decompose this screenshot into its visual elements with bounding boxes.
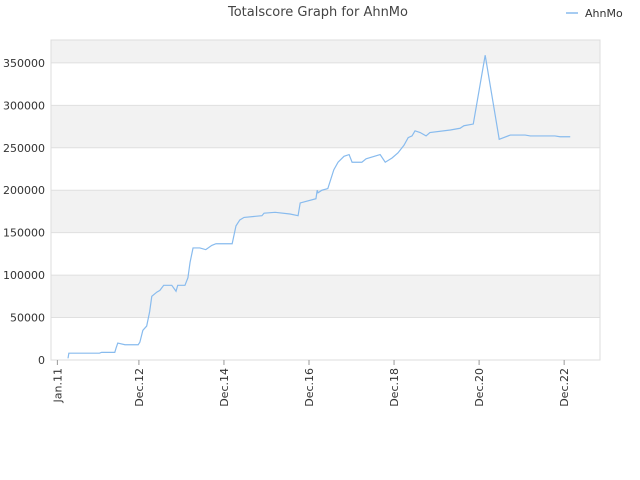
grid-band [51,275,600,318]
grid-band [51,105,600,148]
grid-band [51,40,600,63]
x-tick-label: Jan.11 [51,368,64,403]
data-line [67,55,571,359]
legend-label: AhnMo [585,7,623,20]
x-tick-label: Dec.16 [303,368,316,407]
x-tick-label: Dec.22 [558,368,571,407]
plot-frame [50,39,601,361]
y-tick-label: 50000 [10,312,45,325]
y-tick-label: 250000 [3,142,45,155]
grid-band [51,190,600,233]
x-tick-label: Dec.14 [218,368,231,407]
x-tick-label: Dec.12 [133,368,146,407]
y-tick-label: 300000 [3,99,45,112]
y-tick-label: 0 [38,354,45,367]
y-tick-label: 150000 [3,227,45,240]
y-tick-label: 100000 [3,269,45,282]
x-tick-label: Dec.20 [473,368,486,407]
y-tick-label: 350000 [3,57,45,70]
chart-title: Totalscore Graph for AhnMo [227,5,408,20]
y-tick-label: 200000 [3,184,45,197]
x-tick-label: Dec.18 [388,368,401,407]
